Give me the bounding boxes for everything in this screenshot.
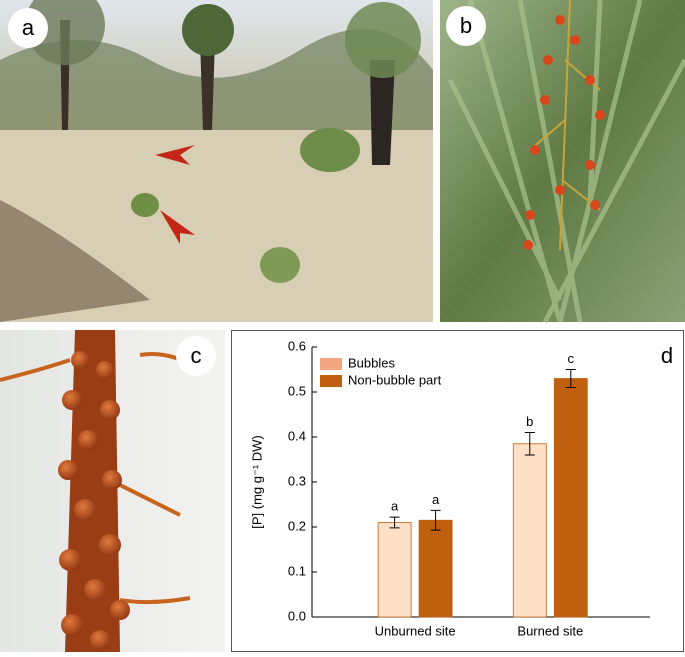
bar (418, 519, 453, 618)
bar (553, 378, 588, 618)
panel-label: d (661, 343, 673, 368)
photo-b (440, 0, 685, 324)
error-bar (524, 432, 535, 456)
significance-letter: a (391, 499, 399, 514)
y-axis-label: [P] (mg g⁻¹ DW) (249, 435, 264, 529)
photo-a (0, 0, 433, 322)
legend-swatch (320, 358, 342, 370)
error-bar (565, 369, 576, 388)
y-tick-label: 0.5 (288, 383, 306, 398)
legend-swatch (320, 375, 342, 387)
y-tick-label: 0.3 (288, 473, 306, 488)
panel-label: b (460, 13, 472, 38)
bar (512, 443, 547, 618)
y-tick-label: 0.4 (288, 428, 306, 443)
legend-label: Non-bubble part (348, 372, 442, 387)
y-tick-label: 0.1 (288, 563, 306, 578)
significance-letter: c (568, 351, 575, 366)
significance-letter: a (432, 492, 440, 507)
legend-label: Bubbles (348, 355, 395, 370)
significance-letter: b (526, 414, 533, 429)
photo-c (0, 330, 225, 652)
error-bar (430, 509, 441, 531)
x-tick-label: Unburned site (375, 623, 456, 638)
x-tick-label: Burned site (517, 623, 583, 638)
panel-label: a (22, 15, 35, 40)
panel-label: c (191, 343, 202, 368)
y-tick-label: 0.0 (288, 608, 306, 623)
y-tick-label: 0.6 (288, 338, 306, 353)
bar (377, 522, 412, 618)
error-bar (389, 516, 400, 529)
chart-frame (231, 330, 684, 652)
y-tick-label: 0.2 (288, 518, 306, 533)
